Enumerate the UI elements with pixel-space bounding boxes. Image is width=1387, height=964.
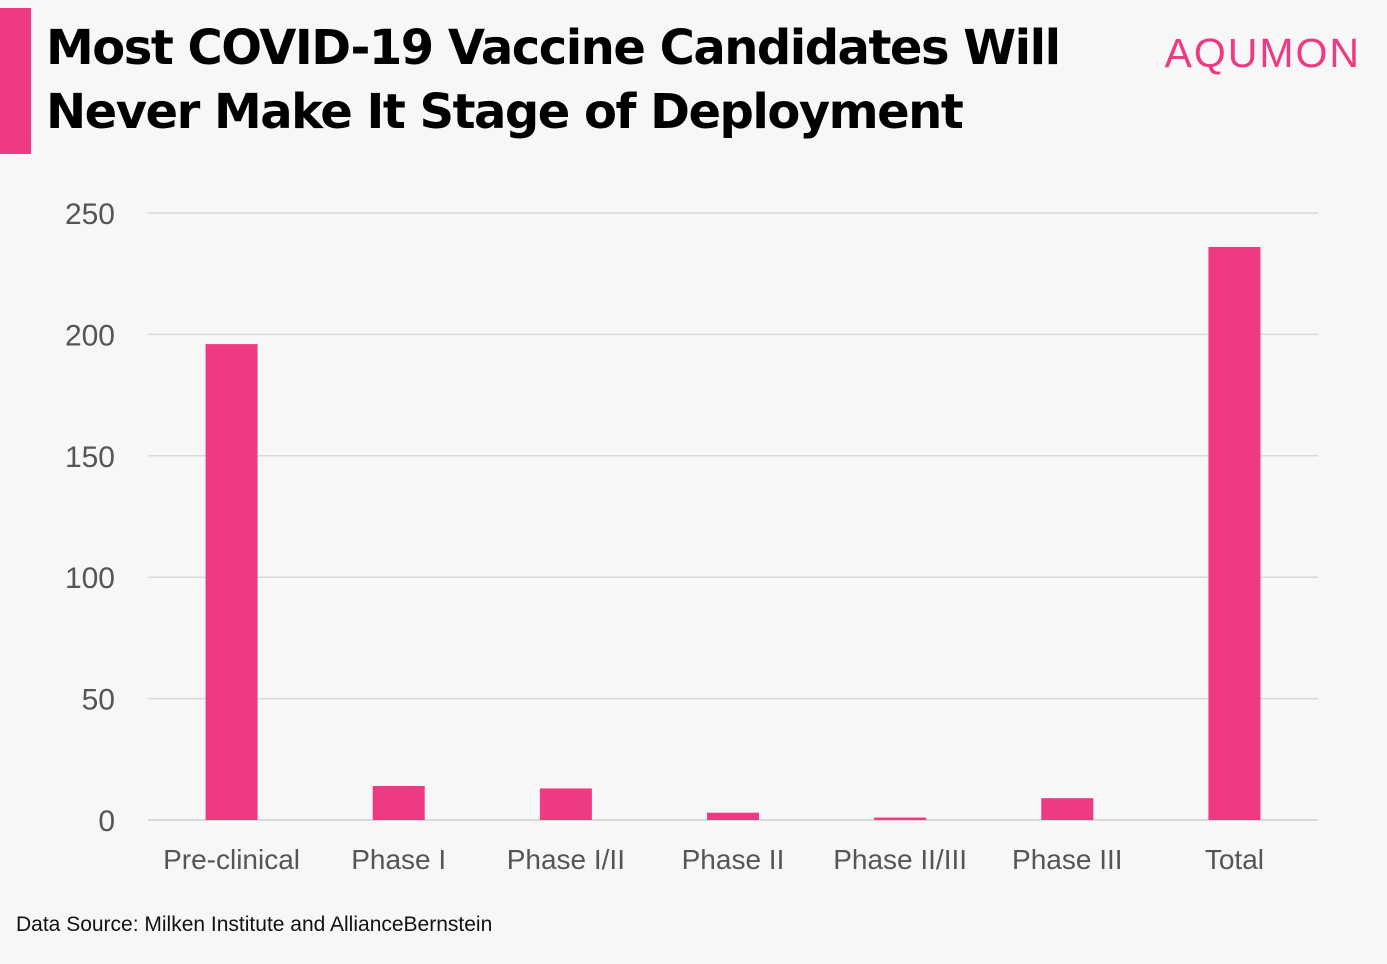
x-tick-label: Phase II/III (833, 844, 967, 875)
x-tick-label: Phase III (1012, 844, 1123, 875)
y-tick-label: 150 (65, 441, 115, 474)
bar-phase-i-ii (539, 788, 592, 820)
y-axis-ticks: 0 50 100 150 200 250 (65, 198, 115, 838)
gridlines (148, 212, 1318, 821)
y-tick-label: 200 (65, 319, 115, 352)
brand-logo: AQUMON (1164, 30, 1361, 76)
y-tick-label: 0 (98, 805, 115, 838)
bar-phase-ii-iii (874, 817, 927, 820)
x-tick-label: Total (1205, 844, 1264, 875)
x-tick-label: Phase I/II (507, 844, 625, 875)
chart-title-line-1: Most COVID-19 Vaccine Candidates Will (46, 20, 1061, 76)
y-tick-label: 100 (65, 562, 115, 595)
data-source-note: Data Source: Milken Institute and Allian… (16, 913, 493, 936)
bar-total (1208, 246, 1261, 820)
x-tick-label: Pre-clinical (163, 844, 300, 875)
chart-title: Most COVID-19 Vaccine Candidates Will Ne… (46, 16, 1106, 144)
accent-bar (0, 8, 31, 154)
bars (205, 246, 1261, 820)
y-tick-label: 250 (65, 198, 115, 231)
bar-phase-ii (707, 812, 759, 820)
chart-title-line-2: Never Make It Stage of Deployment (46, 84, 964, 140)
bar-phase-i (372, 786, 425, 820)
bar-phase-iii (1041, 798, 1094, 820)
x-tick-label: Phase II (682, 844, 785, 875)
x-tick-label: Phase I (351, 844, 446, 875)
x-axis-ticks: Pre-clinical Phase I Phase I/II Phase II Pha… (163, 844, 1264, 875)
bar-pre-clinical (205, 344, 258, 820)
y-tick-label: 50 (82, 684, 115, 717)
